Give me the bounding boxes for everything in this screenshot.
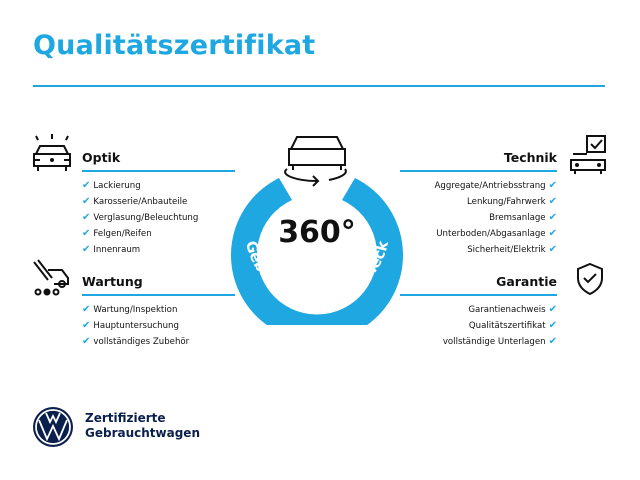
section-heading: Garantie bbox=[496, 274, 557, 289]
item-label: Qualitätszertifikat bbox=[468, 321, 546, 331]
section-heading: Optik bbox=[82, 150, 121, 165]
item-label: Unterboden/Abgasanlage bbox=[436, 229, 546, 239]
check-icon: ✔ bbox=[82, 320, 91, 331]
section-heading: Technik bbox=[503, 150, 557, 165]
item-label: Verglasung/Beleuchtung bbox=[93, 213, 199, 223]
check-item: Unterboden/Abgasanlage ✔ bbox=[400, 226, 557, 242]
section-heading: Wartung bbox=[82, 274, 143, 289]
check-item: ✔ Hauptuntersuchung bbox=[82, 318, 235, 334]
section-technik: Technik Aggregate/Antriebsstrang ✔ Lenkung… bbox=[400, 150, 557, 258]
check-icon: ✔ bbox=[548, 244, 557, 255]
section-divider bbox=[400, 294, 557, 296]
360-label: 360° bbox=[278, 215, 356, 250]
check-icon: ✔ bbox=[548, 180, 557, 191]
check-icon: ✔ bbox=[82, 228, 91, 239]
check-icon: ✔ bbox=[548, 336, 557, 347]
check-icon: ✔ bbox=[82, 212, 91, 223]
check-item: Lenkung/Fahrwerk ✔ bbox=[400, 194, 557, 210]
check-item: ✔ Innenraum bbox=[82, 242, 235, 258]
logo-line2: Gebrauchtwagen bbox=[85, 426, 200, 440]
check-icon: ✔ bbox=[82, 244, 91, 255]
car-lights-icon bbox=[33, 134, 71, 171]
360-check-badge: Gebrauchtwagen-Check 360° bbox=[231, 136, 403, 325]
logo-line1: Zertifizierte bbox=[85, 411, 166, 425]
check-item: ✔ Verglasung/Beleuchtung bbox=[82, 210, 235, 226]
title-divider bbox=[33, 85, 605, 87]
item-label: Innenraum bbox=[93, 245, 141, 255]
check-item: ✔ Lackierung bbox=[82, 178, 235, 194]
item-label: Bremsanlage bbox=[489, 213, 546, 223]
section-optik: Optik ✔ Lackierung ✔ Karosserie/Anbauteile ✔… bbox=[82, 150, 235, 258]
check-item: ✔ vollständiges Zubehör bbox=[82, 334, 235, 350]
item-label: Hauptuntersuchung bbox=[93, 321, 179, 331]
check-icon: ✔ bbox=[548, 228, 557, 239]
item-label: Garantienachweis bbox=[468, 305, 546, 315]
check-item: ✔ Felgen/Reifen bbox=[82, 226, 235, 242]
item-label: Aggregate/Antriebsstrang bbox=[434, 181, 546, 191]
section-garantie: Garantie Garantienachweis ✔ Qualitätszerti… bbox=[400, 274, 557, 350]
item-label: Sicherheit/Elektrik bbox=[467, 245, 546, 255]
check-icon: ✔ bbox=[548, 196, 557, 207]
check-icon: ✔ bbox=[548, 304, 557, 315]
check-item: Aggregate/Antriebsstrang ✔ bbox=[400, 178, 557, 194]
page-title: Qualitätszertifikat bbox=[33, 30, 316, 61]
check-item: Garantienachweis ✔ bbox=[400, 302, 557, 318]
item-label: Wartung/Inspektion bbox=[93, 305, 178, 315]
check-item: ✔ Karosserie/Anbauteile bbox=[82, 194, 235, 210]
vw-logo bbox=[33, 407, 73, 447]
item-label: Lackierung bbox=[93, 181, 141, 191]
item-label: vollständige Unterlagen bbox=[442, 337, 546, 347]
check-icon: ✔ bbox=[82, 304, 91, 315]
shield-check-icon bbox=[577, 262, 603, 296]
section-divider bbox=[82, 294, 235, 296]
logo-text: Zertifizierte Gebrauchtwagen bbox=[85, 411, 200, 441]
check-icon: ✔ bbox=[548, 320, 557, 331]
check-item: vollständige Unterlagen ✔ bbox=[400, 334, 557, 350]
service-car-icon bbox=[33, 259, 69, 296]
check-item: ✔ Wartung/Inspektion bbox=[82, 302, 235, 318]
item-label: Lenkung/Fahrwerk bbox=[467, 197, 546, 207]
check-icon: ✔ bbox=[82, 180, 91, 191]
check-icon: ✔ bbox=[82, 336, 91, 347]
section-divider bbox=[400, 170, 557, 172]
check-item: Sicherheit/Elektrik ✔ bbox=[400, 242, 557, 258]
section-divider bbox=[82, 170, 235, 172]
car-checklist-icon bbox=[570, 135, 606, 174]
section-wartung: Wartung ✔ Wartung/Inspektion ✔ Hauptuntersu… bbox=[82, 274, 235, 350]
item-label: Karosserie/Anbauteile bbox=[93, 197, 188, 207]
check-item: Bremsanlage ✔ bbox=[400, 210, 557, 226]
check-item: Qualitätszertifikat ✔ bbox=[400, 318, 557, 334]
item-label: Felgen/Reifen bbox=[93, 229, 152, 239]
check-icon: ✔ bbox=[82, 196, 91, 207]
car-rotate-icon bbox=[284, 136, 347, 187]
check-icon: ✔ bbox=[548, 212, 557, 223]
item-label: vollständiges Zubehör bbox=[93, 337, 190, 347]
